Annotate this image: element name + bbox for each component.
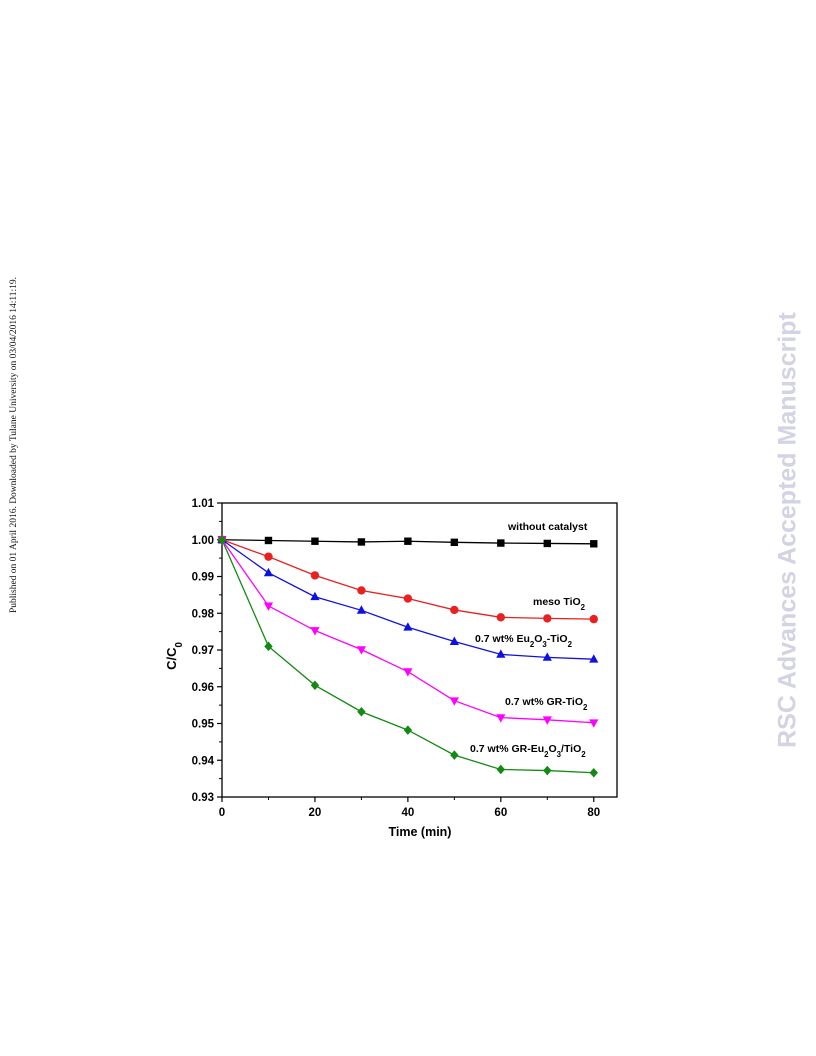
data-point	[542, 716, 552, 725]
y-tick-label: 0.99	[192, 572, 214, 584]
data-point	[356, 646, 367, 655]
data-point	[263, 602, 274, 611]
x-tick-label: 20	[309, 807, 322, 819]
x-tick-label: 40	[401, 807, 414, 819]
data-point	[403, 594, 413, 603]
data-point	[311, 537, 319, 545]
y-tick-label: 0.98	[192, 608, 215, 620]
data-point	[589, 614, 598, 624]
data-point	[403, 622, 413, 631]
x-tick-label: 80	[587, 807, 600, 819]
data-point	[310, 627, 320, 636]
y-tick-label: 0.96	[192, 682, 214, 694]
data-point	[403, 725, 413, 735]
data-point	[264, 641, 273, 652]
x-axis: 0 20 40 60 80	[219, 797, 600, 819]
data-point	[403, 668, 413, 677]
data-point	[310, 591, 320, 601]
data-point	[357, 706, 366, 717]
data-point	[589, 767, 598, 778]
x-tick-label: 60	[494, 807, 507, 819]
data-point	[589, 654, 599, 663]
series-2: meso TiO2	[217, 535, 598, 624]
x-axis-label: Time (min)	[389, 825, 452, 839]
series-4: 0.7 wt% GR-TiO2	[217, 536, 599, 728]
y-tick-label: 1.00	[192, 535, 214, 547]
y-tick-label: 0.97	[192, 645, 214, 657]
y-tick-label: 0.93	[192, 792, 214, 804]
data-point	[263, 567, 274, 577]
data-point	[496, 649, 506, 658]
data-point	[449, 697, 459, 706]
series-5: 0.7 wt% GR-Eu2O3/TiO2	[217, 534, 598, 778]
data-point	[496, 714, 506, 723]
data-point	[264, 536, 273, 545]
data-point	[310, 571, 320, 580]
data-point	[264, 552, 273, 561]
data-point	[356, 605, 367, 614]
data-point	[357, 586, 366, 595]
data-point	[450, 538, 459, 547]
data-point	[589, 719, 599, 728]
x-tick-label: 0	[219, 807, 225, 819]
data-point	[543, 539, 551, 548]
data-point	[542, 652, 552, 661]
data-point	[449, 636, 459, 645]
y-axis-label: C/C0	[164, 642, 185, 670]
series-layer: without catalyst meso TiO2 0.7 wt% Eu2O3-T…	[217, 521, 599, 778]
data-point	[217, 534, 227, 545]
data-point	[450, 750, 459, 760]
series-label: without catalyst	[507, 521, 588, 533]
series-label: meso TiO2	[533, 596, 586, 612]
data-point	[543, 614, 552, 623]
data-point	[543, 765, 552, 776]
series-label: 0.7 wt% Eu2O3-TiO2	[475, 633, 573, 649]
series-1: without catalyst	[218, 521, 598, 548]
y-axis: 0.93 0.94 0.95 0.96 0.97 0.98 0.99 1.00 1.01	[192, 498, 222, 804]
series-label: 0.7 wt% GR-TiO2	[505, 696, 588, 712]
data-point	[404, 537, 412, 545]
y-tick-label: 0.94	[192, 755, 215, 767]
data-point	[450, 605, 459, 615]
series-label: 0.7 wt% GR-Eu2O3/TiO2	[470, 743, 586, 759]
series-3: 0.7 wt% Eu2O3-TiO2	[217, 534, 599, 663]
data-point	[496, 613, 506, 622]
data-point	[590, 540, 598, 548]
y-tick-label: 1.01	[192, 498, 215, 510]
data-point	[497, 539, 505, 547]
data-point	[496, 764, 506, 775]
y-tick-label: 0.95	[192, 719, 215, 731]
data-point	[357, 538, 366, 546]
data-point	[310, 680, 320, 691]
